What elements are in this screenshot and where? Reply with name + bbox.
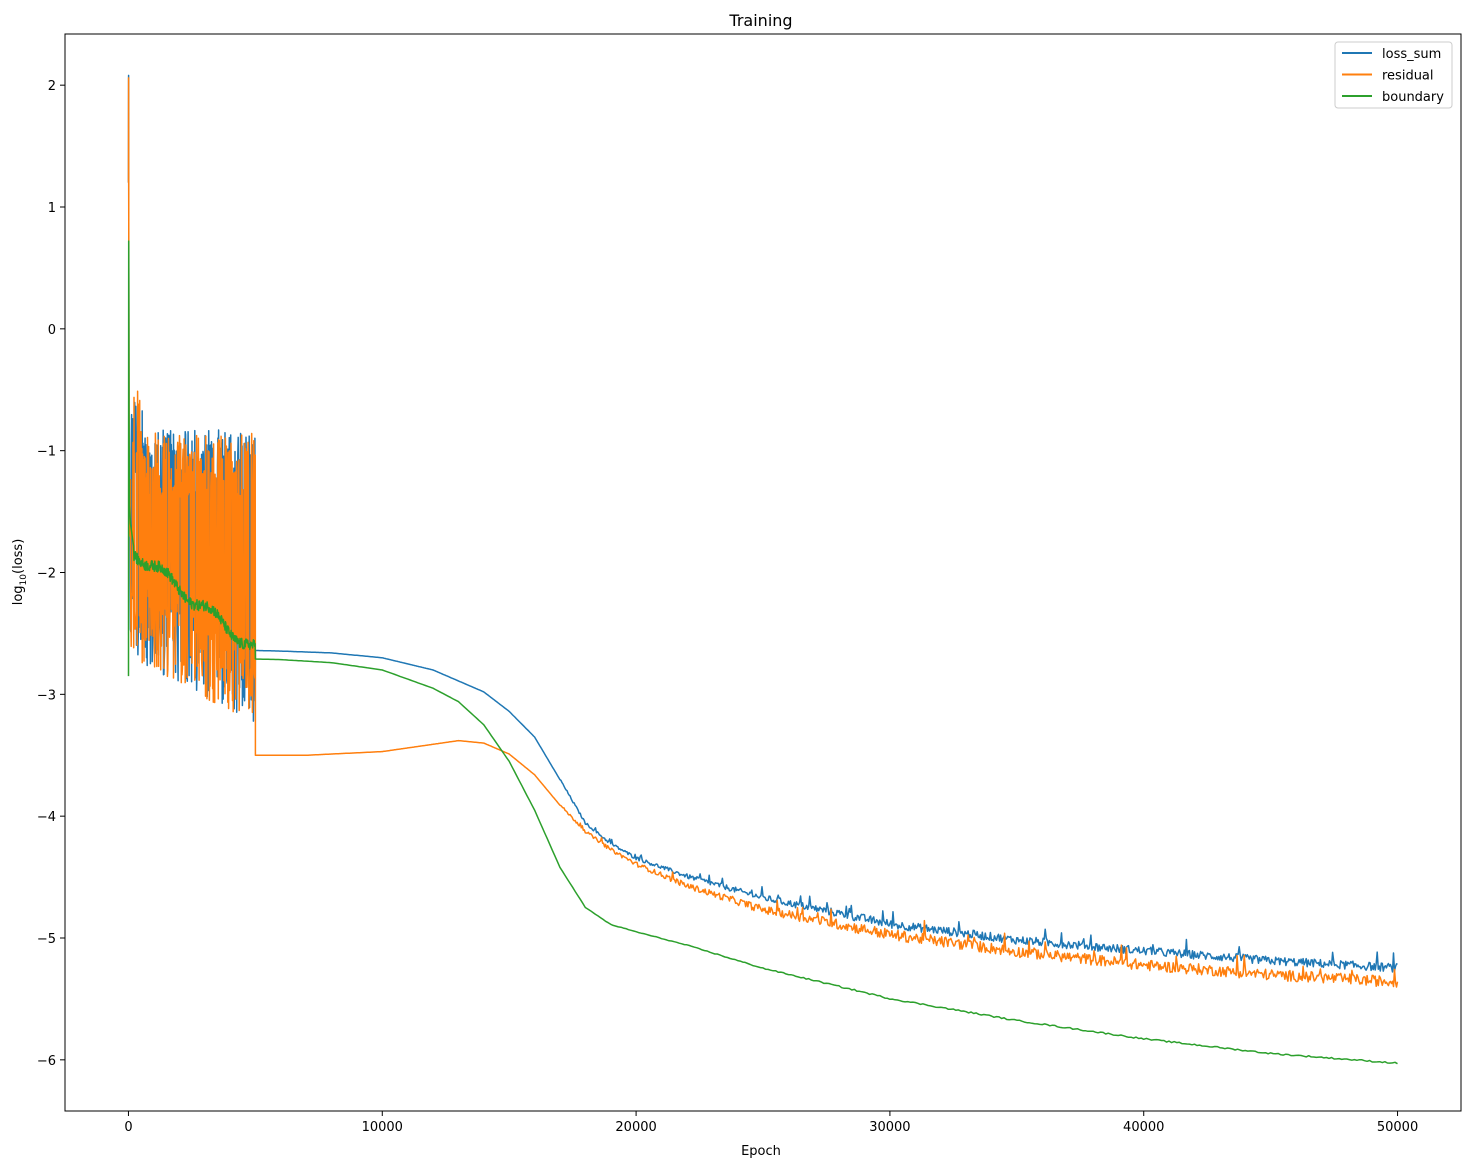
y-tick-label: −4 (37, 810, 56, 825)
x-tick-label: 40000 (1123, 1120, 1164, 1135)
legend-label-loss_sum: loss_sum (1382, 47, 1441, 62)
y-axis-label: log10(loss) (11, 539, 29, 606)
x-axis-label: Epoch (741, 1144, 781, 1159)
series-line-residual (127, 77, 1399, 988)
x-tick-label: 30000 (869, 1120, 910, 1135)
x-tick-label: 20000 (615, 1120, 656, 1135)
y-tick-label: 0 (48, 323, 56, 338)
legend-label-boundary: boundary (1382, 90, 1444, 105)
x-tick-label: 0 (124, 1120, 132, 1135)
y-axis: 2 1 0 −1 −2 −3 −4 −5 −6 (37, 79, 65, 1069)
y-tick-label: 2 (48, 79, 56, 94)
legend: loss_sum residual boundary (1334, 41, 1453, 109)
series-line-boundary (127, 240, 1398, 1065)
y-axis-label-rest: (loss) (11, 539, 26, 574)
y-tick-label: −5 (37, 932, 56, 947)
y-tick-label: −3 (37, 688, 56, 703)
y-tick-label: −1 (37, 445, 56, 460)
y-tick-label: −2 (37, 567, 56, 582)
x-axis: 0 10000 20000 30000 40000 50000 (124, 1111, 1418, 1135)
legend-box (1334, 41, 1453, 109)
y-axis-label-subscript: 10 (19, 574, 29, 586)
x-tick-label: 50000 (1377, 1120, 1418, 1135)
y-tick-label: 1 (48, 201, 56, 216)
y-axis-label-base: log (11, 585, 26, 605)
x-tick-label: 10000 (362, 1120, 403, 1135)
chart-title: Training (728, 11, 792, 30)
y-tick-label: −6 (37, 1054, 56, 1069)
legend-label-residual: residual (1382, 69, 1434, 84)
series-layer (127, 74, 1399, 1065)
